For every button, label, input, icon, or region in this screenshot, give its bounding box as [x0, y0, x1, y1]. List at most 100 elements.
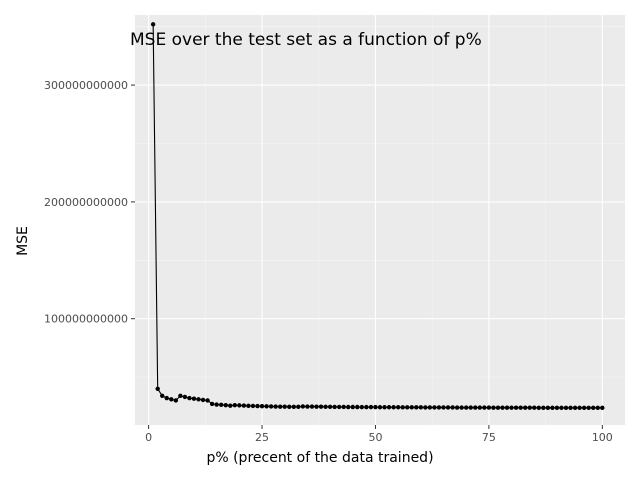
- data-point: [459, 405, 464, 410]
- data-point: [591, 405, 596, 411]
- data-point: [577, 405, 582, 411]
- data-point: [595, 405, 600, 411]
- data-point: [504, 405, 510, 410]
- data-point: [436, 405, 442, 410]
- data-point: [336, 404, 342, 410]
- data-point: [536, 405, 541, 411]
- data-point: [169, 397, 174, 402]
- data-point: [259, 403, 265, 409]
- data-point: [495, 405, 501, 410]
- data-point: [255, 403, 260, 409]
- data-point: [332, 404, 337, 410]
- data-point: [250, 403, 256, 409]
- data-point: [427, 405, 433, 410]
- data-point: [368, 404, 374, 410]
- data-point: [268, 404, 274, 409]
- data-point: [200, 397, 206, 403]
- data-point: [405, 405, 410, 410]
- data-point: [572, 405, 578, 411]
- data-point: [581, 405, 587, 411]
- data-point: [445, 405, 451, 410]
- data-point: [522, 405, 528, 410]
- data-point: [223, 402, 228, 408]
- data-point: [473, 405, 478, 410]
- major-gridlines: [135, 15, 625, 425]
- data-point: [214, 402, 219, 407]
- data-point: [232, 402, 238, 408]
- data-point: [205, 398, 210, 403]
- y-tick-label: 100000000000: [44, 313, 128, 326]
- minor-gridlines: [135, 15, 625, 425]
- y-tick-label: 200000000000: [44, 196, 128, 209]
- data-point: [454, 405, 460, 410]
- data-point: [464, 405, 469, 410]
- x-tick-label: 0: [145, 431, 152, 444]
- data-point: [414, 405, 419, 410]
- data-point: [513, 405, 519, 410]
- data-point: [160, 393, 165, 398]
- data-point: [545, 405, 551, 411]
- data-point: [346, 404, 351, 410]
- chart-title: MSE over the test set as a function of p…: [130, 30, 482, 50]
- data-point: [409, 405, 414, 410]
- data-point: [350, 404, 355, 410]
- data-point: [277, 404, 283, 409]
- data-point: [309, 404, 315, 409]
- data-point: [196, 397, 201, 402]
- data-point: [323, 404, 328, 409]
- data-point: [237, 403, 242, 408]
- data-point: [586, 405, 591, 411]
- data-point: [318, 404, 324, 409]
- data-point: [491, 405, 496, 410]
- data-point: [441, 405, 446, 410]
- x-tick-label: 75: [482, 431, 496, 444]
- data-point: [364, 404, 369, 410]
- mse-series-line: [152, 24, 603, 409]
- data-point: [191, 396, 197, 401]
- data-point: [182, 394, 188, 400]
- data-point: [450, 405, 455, 410]
- data-point: [264, 404, 269, 409]
- mse-series-points: [150, 22, 605, 411]
- data-point: [355, 404, 360, 410]
- data-point: [164, 395, 169, 401]
- y-axis-ticks: 100000000000 200000000000 300000000000: [44, 79, 135, 326]
- data-point: [282, 404, 287, 409]
- data-point: [477, 405, 483, 410]
- y-tick-label: 300000000000: [44, 79, 128, 92]
- data-point: [228, 403, 233, 408]
- data-point: [273, 404, 278, 409]
- data-point: [423, 405, 428, 410]
- x-axis-title: p% (precent of the data trained): [206, 450, 433, 466]
- plot-panel: [135, 15, 625, 425]
- x-tick-label: 25: [255, 431, 269, 444]
- data-point: [359, 404, 365, 410]
- data-point: [563, 405, 569, 411]
- data-point: [327, 404, 333, 409]
- data-point: [296, 404, 301, 409]
- data-point: [468, 405, 473, 410]
- data-point: [541, 405, 546, 411]
- data-point: [395, 405, 401, 410]
- x-axis-ticks: 0 25 50 75 100: [145, 425, 613, 444]
- data-point: [373, 404, 378, 410]
- data-point: [482, 405, 487, 410]
- data-point: [300, 404, 306, 409]
- x-tick-label: 50: [368, 431, 382, 444]
- data-point: [173, 398, 179, 403]
- data-point: [486, 405, 492, 410]
- data-point: [187, 395, 192, 401]
- data-point: [314, 404, 319, 409]
- data-point: [305, 404, 310, 409]
- data-point: [246, 403, 251, 409]
- data-point: [219, 402, 224, 407]
- data-point: [532, 405, 537, 410]
- data-point: [382, 405, 387, 410]
- x-tick-label: 100: [592, 431, 613, 444]
- data-point: [432, 405, 437, 410]
- data-point: [377, 405, 383, 410]
- data-point: [150, 22, 156, 27]
- data-point: [568, 405, 573, 411]
- data-point: [400, 405, 405, 410]
